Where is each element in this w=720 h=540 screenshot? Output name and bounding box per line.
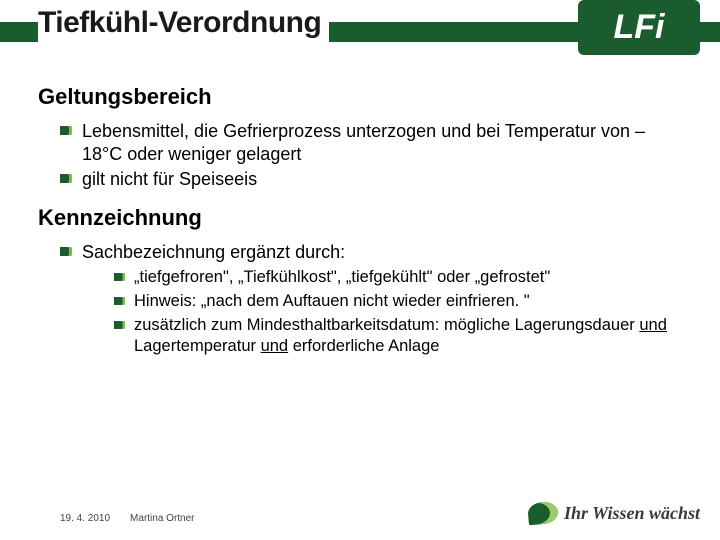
list-2: Sachbezeichnung ergänzt durch: „tiefgefr…	[60, 241, 682, 358]
footer-date: 19. 4. 2010	[60, 513, 110, 524]
header: Tiefkühl-Verordnung LFi	[0, 0, 720, 64]
section-heading-1: Geltungsbereich	[38, 84, 682, 110]
footer-meta: 19. 4. 2010 Martina Ortner	[60, 513, 195, 524]
list-item: Sachbezeichnung ergänzt durch: „tiefgefr…	[60, 241, 682, 358]
list-item: gilt nicht für Speiseeis	[60, 168, 682, 191]
slide-title: Tiefkühl-Verordnung	[38, 6, 329, 44]
list-item-text: Sachbezeichnung ergänzt durch:	[82, 242, 345, 262]
slogan-text: Ihr Wissen wächst	[564, 503, 700, 524]
footer-author: Martina Ortner	[130, 513, 194, 524]
leaf-icon	[527, 501, 559, 526]
section-heading-2: Kennzeichnung	[38, 205, 682, 231]
sublist: „tiefgefroren", „Tiefkühlkost", „tiefgek…	[114, 267, 682, 357]
logo: LFi	[578, 0, 700, 55]
list-1: Lebensmittel, die Gefrierprozess unterzo…	[60, 120, 682, 191]
content-area: Geltungsbereich Lebensmittel, die Gefrie…	[38, 80, 682, 371]
footer: 19. 4. 2010 Martina Ortner Ihr Wissen wä…	[60, 502, 700, 524]
logo-text: LFi	[614, 8, 665, 47]
sublist-item: „tiefgefroren", „Tiefkühlkost", „tiefgek…	[114, 267, 682, 288]
sublist-item: Hinweis: „nach dem Auftauen nicht wieder…	[114, 291, 682, 312]
slogan: Ihr Wissen wächst	[528, 502, 700, 524]
list-item: Lebensmittel, die Gefrierprozess unterzo…	[60, 120, 682, 165]
sublist-item: zusätzlich zum Mindesthaltbarkeitsdatum:…	[114, 315, 682, 357]
